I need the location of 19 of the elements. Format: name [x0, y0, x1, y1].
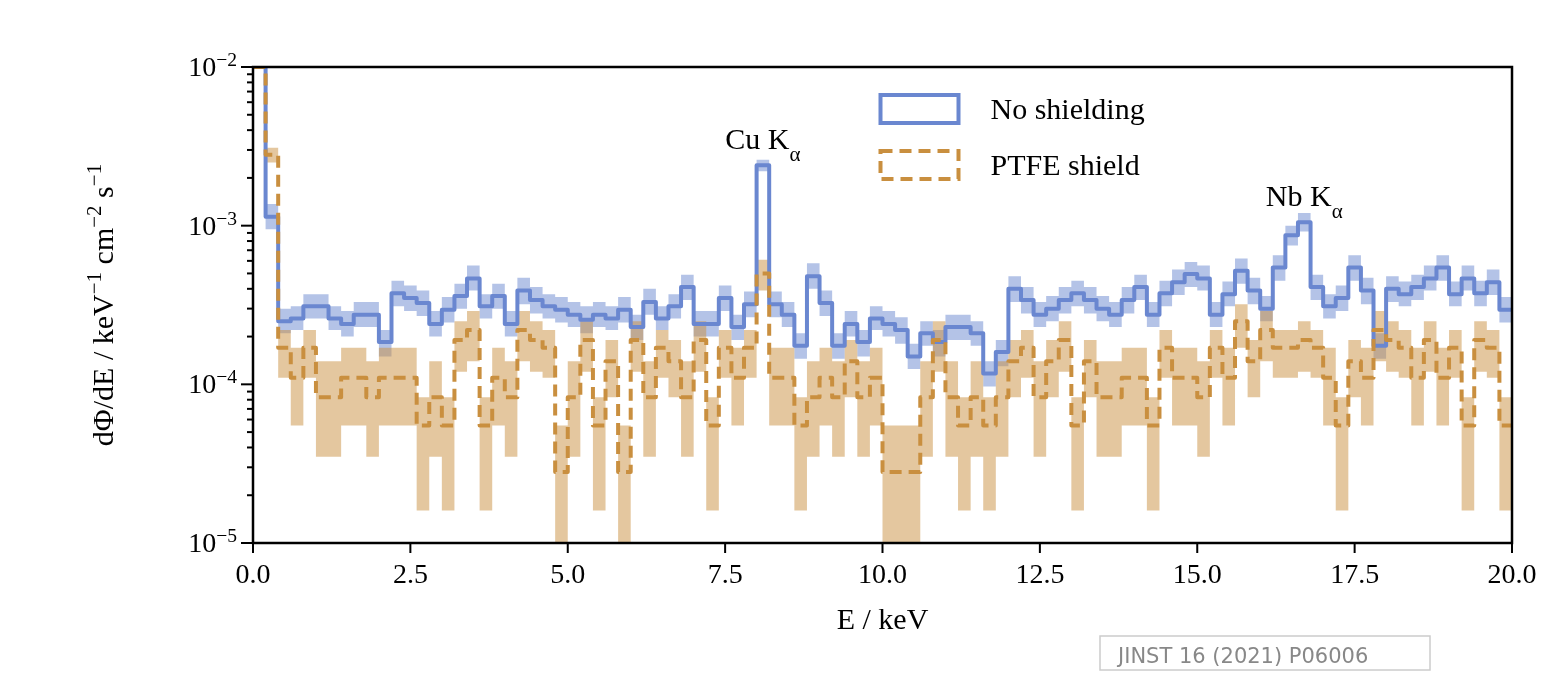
- x-tick-label: 2.5: [392, 558, 428, 589]
- y-tick-label: 10$^{−3}$: [188, 207, 238, 241]
- y-tick-label: 10$^{−5}$: [188, 524, 238, 558]
- annotation: Nb K$_{α}$: [1265, 179, 1343, 224]
- legend-label: No shielding: [990, 92, 1145, 125]
- x-tick-label: 7.5: [707, 558, 743, 589]
- x-tick-label: 12.5: [1015, 558, 1065, 589]
- text: JINST 16 (2021) P06006: [1116, 644, 1369, 668]
- x-tick-label: 20.0: [1487, 558, 1537, 589]
- x-tick-label: 5.0: [550, 558, 586, 589]
- x-tick-label: 0.0: [235, 558, 271, 589]
- y-tick-label: 10$^{−4}$: [188, 365, 238, 400]
- x-tick-label: 10.0: [858, 558, 907, 589]
- legend-label: PTFE shield: [990, 148, 1140, 181]
- y-tick-label: 10$^{−2}$: [188, 48, 237, 82]
- x-tick-label: 15.0: [1172, 558, 1222, 589]
- x-tick-label: 17.5: [1330, 558, 1380, 589]
- x-axis-title: E / keV: [836, 602, 929, 635]
- annotation: Cu K$_{α}$: [725, 122, 801, 167]
